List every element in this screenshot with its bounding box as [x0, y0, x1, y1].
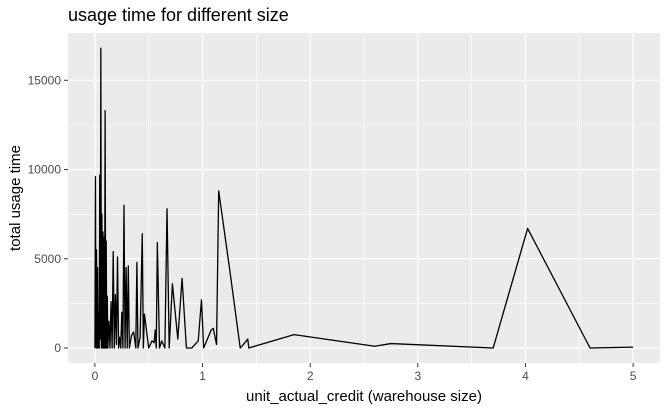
- x-tick-label: 1: [199, 369, 206, 383]
- minor-gridlines: [68, 33, 660, 363]
- y-axis-title: total usage time: [7, 145, 24, 251]
- x-tick-label: 4: [522, 369, 529, 383]
- y-tick-label: 5000: [34, 252, 61, 266]
- x-tick-label: 2: [307, 369, 314, 383]
- chart-title: usage time for different size: [68, 5, 289, 25]
- x-axis-title: unit_actual_credit (warehouse size): [246, 388, 482, 405]
- y-tick-label: 0: [54, 341, 61, 355]
- tick-labels: 0 1 2 3 4 5 0 5000 10000 15000: [28, 73, 637, 383]
- y-tick-label: 15000: [28, 73, 62, 87]
- x-tick-label: 3: [414, 369, 421, 383]
- y-tick-label: 10000: [28, 163, 62, 177]
- series-line: [94, 47, 634, 349]
- x-tick-label: 0: [92, 369, 99, 383]
- axis-ticks: [64, 79, 634, 367]
- x-tick-label: 5: [630, 369, 637, 383]
